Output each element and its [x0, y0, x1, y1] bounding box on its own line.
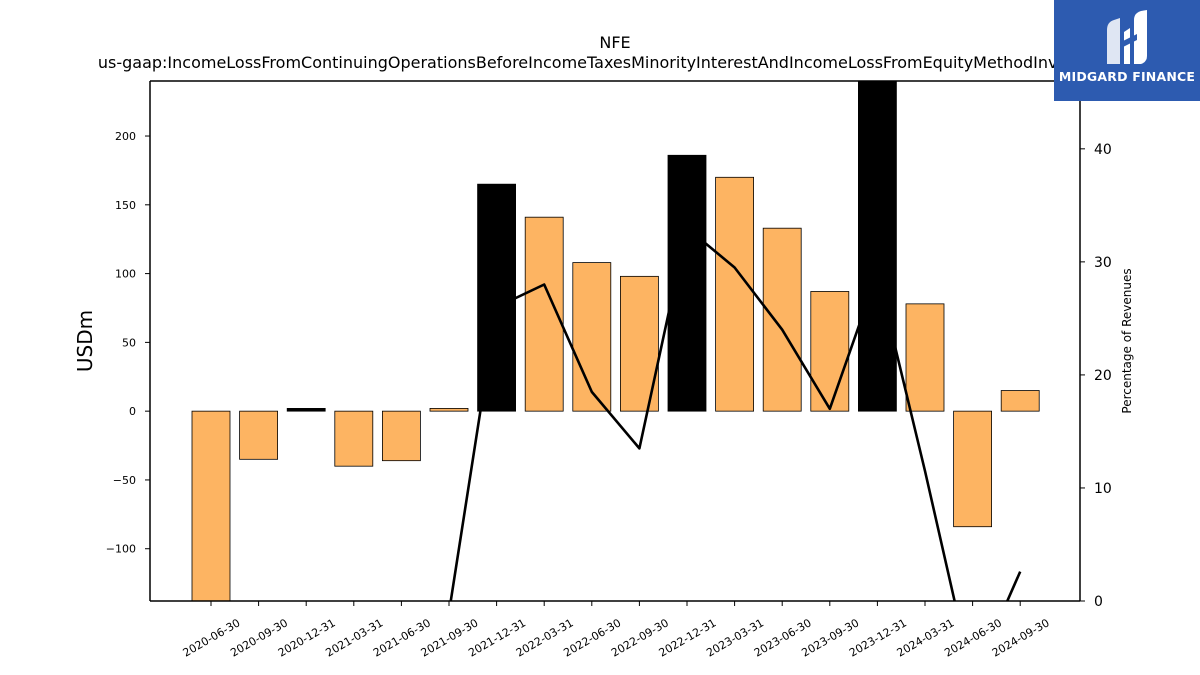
y-tick-label: −50 [113, 474, 136, 487]
bar [477, 183, 517, 412]
bar [810, 291, 850, 412]
bar [1000, 390, 1040, 412]
y-tick-label: 150 [115, 199, 136, 212]
y-tick-label: 200 [115, 130, 136, 143]
y-tick-label: 0 [129, 405, 136, 418]
line-segment [449, 226, 1022, 601]
y2-tick-label: 20 [1094, 368, 1112, 384]
bar-series [191, 81, 1040, 601]
bar [429, 408, 469, 412]
chart-title: NFE [599, 33, 630, 52]
bar [715, 176, 754, 412]
bar [191, 410, 231, 601]
bar [953, 410, 992, 528]
bar [334, 410, 374, 467]
line-series [449, 226, 1022, 601]
logo-text: MIDGARD FINANCE [1058, 69, 1196, 84]
bar [286, 408, 326, 412]
y2-tick-label: 40 [1094, 142, 1112, 158]
bar [762, 227, 802, 412]
logo-mark-icon [1107, 10, 1147, 64]
y-tick-label: −100 [106, 543, 136, 556]
y-axis-label: USDm [73, 310, 97, 372]
y2-tick-label: 0 [1094, 594, 1103, 610]
chart-subtitle: us-gaap:IncomeLossFromContinuingOperatio… [98, 53, 1132, 72]
bar [239, 410, 279, 460]
bar [667, 154, 707, 412]
y2-tick-label: 10 [1094, 481, 1112, 497]
bar [381, 410, 421, 462]
midgard-finance-logo: MIDGARD FINANCE [1054, 0, 1200, 101]
bar [905, 303, 945, 412]
bar [572, 262, 612, 412]
y2-axis-label: Percentage of Revenues [1120, 268, 1134, 413]
y-tick-label: 50 [122, 336, 136, 349]
bar [858, 81, 897, 412]
y-tick-label: 100 [115, 268, 136, 281]
y2-tick-label: 30 [1094, 255, 1112, 271]
